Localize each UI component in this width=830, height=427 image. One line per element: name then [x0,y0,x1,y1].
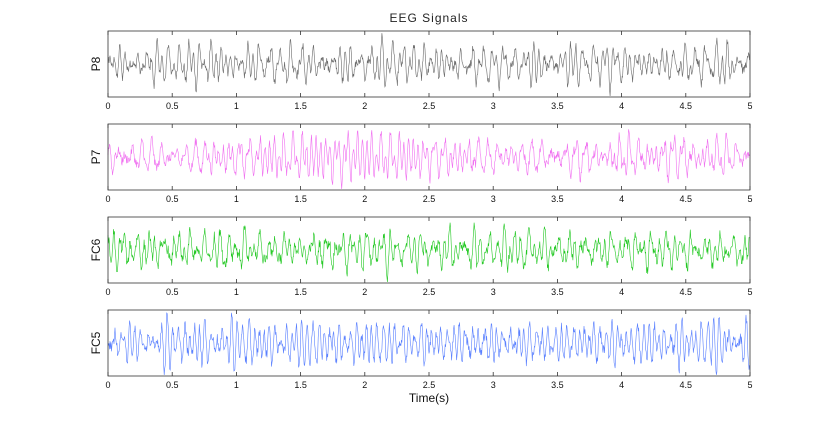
x-tick-label: 0 [105,101,110,111]
x-tick-label: 4.5 [680,287,693,297]
x-tick-label: 4 [619,380,624,390]
x-tick-label: 0.5 [166,380,179,390]
x-tick-label: 4 [619,287,624,297]
x-tick-label: 2 [362,380,367,390]
x-tick-label: 5 [747,101,752,111]
x-tick-label: 3 [491,380,496,390]
x-tick-label: 1 [234,101,239,111]
x-tick-label: 4 [619,101,624,111]
x-tick-label: 2.5 [423,287,436,297]
x-tick-label: 2 [362,194,367,204]
x-tick-label: 0 [105,380,110,390]
x-tick-label: 5 [747,380,752,390]
x-tick-label: 1 [234,194,239,204]
signal-line-fc5 [107,312,750,376]
panel-fc5: 0 0.5 1 1.5 2 2.5 3 3.5 4 4.5 5 FC5 [89,309,753,390]
x-tick-label: 4.5 [680,380,693,390]
x-tick-label: 2.5 [423,101,436,111]
x-tick-label: 2.5 [423,194,436,204]
x-tick-label: 4.5 [680,194,693,204]
signal-line-p8 [107,33,750,97]
x-tick-label: 1.5 [294,194,307,204]
panel-p8: 0 0.5 1 1.5 2 2.5 3 3.5 4 4.5 5 P8 [89,30,753,111]
x-tick-label: 2 [362,101,367,111]
x-tick-label: 0.5 [166,287,179,297]
x-tick-label: 3.5 [551,380,564,390]
x-axis-label: Time(s) [409,391,449,405]
x-tick-label: 5 [747,194,752,204]
signal-line-p7 [107,129,750,190]
chart-title: EEG Signals [389,11,468,25]
x-tick-label: 1 [234,380,239,390]
x-tick-label: 4.5 [680,101,693,111]
x-tick-label: 3.5 [551,194,564,204]
x-tick-label: 5 [747,287,752,297]
x-tick-label: 3.5 [551,287,564,297]
x-tick-label: 0 [105,194,110,204]
axes-box [107,123,751,191]
x-tick-label: 1 [234,287,239,297]
y-axis-label: P7 [89,149,103,164]
x-tick-label: 4 [619,194,624,204]
signal-line-fc6 [107,222,750,283]
x-tick-label: 0 [105,287,110,297]
y-axis-label: FC5 [89,331,103,354]
x-tick-label: 2.5 [423,380,436,390]
x-tick-label: 1.5 [294,380,307,390]
y-axis-label: FC6 [89,238,103,261]
x-tick-label: 1.5 [294,287,307,297]
y-axis-label: P8 [89,56,103,71]
panel-fc6: 0 0.5 1 1.5 2 2.5 3 3.5 4 4.5 5 FC6 [89,216,753,297]
x-tick-label: 3 [491,287,496,297]
x-tick-label: 3.5 [551,101,564,111]
x-tick-label: 2 [362,287,367,297]
x-tick-label: 0.5 [166,194,179,204]
x-tick-label: 1.5 [294,101,307,111]
x-tick-label: 3 [491,194,496,204]
panel-p7: 0 0.5 1 1.5 2 2.5 3 3.5 4 4.5 5 P7 [89,123,753,204]
x-tick-label: 3 [491,101,496,111]
x-tick-label: 0.5 [166,101,179,111]
